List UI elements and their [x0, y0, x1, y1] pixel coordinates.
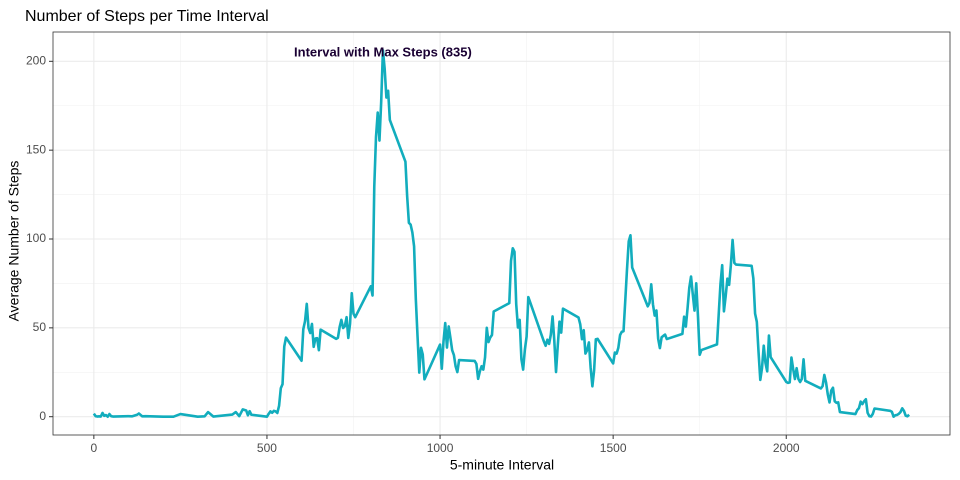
annotation: Interval with Max Steps (835) — [294, 44, 472, 59]
plot-border — [52, 31, 951, 436]
y-axis-label: Average Number of Steps — [6, 161, 22, 322]
y-tick-label: 50 — [33, 320, 47, 334]
y-tick-label: 150 — [26, 142, 46, 156]
x-axis-label: 5-minute Interval — [450, 457, 554, 473]
x-tick-label: 1000 — [427, 441, 454, 455]
x-tick-label: 1500 — [600, 441, 627, 455]
y-tick-label: 200 — [26, 53, 46, 67]
chart-title: Number of Steps per Time Interval — [25, 8, 269, 25]
x-tick-label: 500 — [257, 441, 277, 455]
y-tick-label: 100 — [26, 231, 46, 245]
y-tick-label: 0 — [39, 409, 46, 423]
data-line — [92, 49, 911, 418]
x-tick-label: 0 — [91, 441, 98, 455]
x-tick-label: 2000 — [773, 441, 800, 455]
